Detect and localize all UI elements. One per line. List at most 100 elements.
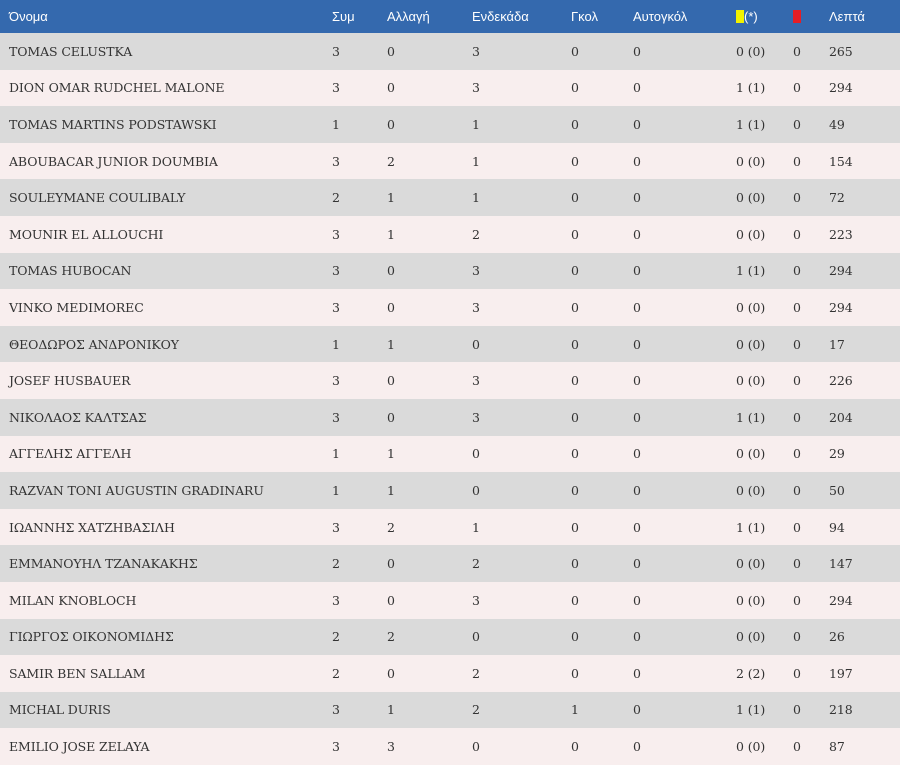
cell-name[interactable]: JOSEF HUSBAUER [9, 373, 131, 389]
cell-minutes: 294 [829, 263, 853, 279]
cell-name[interactable]: ΓΙΩΡΓΟΣ ΟΙΚΟΝΟΜΙΔΗΣ [9, 629, 174, 645]
cell-starting: 0 [472, 482, 480, 498]
table-row: ABOUBACAR JUNIOR DOUMBIA 3 2 1 0 0 0 (0) 0 154 [0, 142, 900, 180]
cell-goals: 0 [571, 482, 579, 498]
header-goals[interactable]: Γκολ [571, 9, 598, 24]
cell-appearances: 3 [332, 226, 340, 242]
header-name[interactable]: Όνομα [9, 9, 48, 24]
cell-red-cards: 0 [793, 409, 801, 425]
cell-minutes: 87 [829, 739, 845, 755]
cell-starting: 1 [472, 190, 480, 206]
cell-red-cards: 0 [793, 373, 801, 389]
cell-starting: 3 [472, 43, 480, 59]
cell-substitute: 3 [387, 739, 395, 755]
cell-yellow-cards: 0 (0) [736, 153, 766, 169]
cell-starting: 3 [472, 409, 480, 425]
cell-name[interactable]: SAMIR BEN SALLAM [9, 665, 146, 681]
cell-substitute: 1 [387, 336, 395, 352]
header-red-cards[interactable] [793, 0, 829, 33]
cell-name[interactable]: ΝΙΚΟΛΑΟΣ ΚΑΛΤΣΑΣ [9, 409, 147, 425]
cell-own-goals: 0 [633, 43, 641, 59]
cell-red-cards: 0 [793, 629, 801, 645]
cell-minutes: 147 [829, 556, 853, 572]
cell-name[interactable]: ΕΜΜΑΝΟΥΗΛ ΤΖΑΝΑΚΑΚΗΣ [9, 556, 198, 572]
cell-name[interactable]: ΑΓΓΕΛΗΣ ΑΓΓΕΛΗ [9, 446, 132, 462]
cell-own-goals: 0 [633, 263, 641, 279]
cell-appearances: 2 [332, 190, 340, 206]
cell-name[interactable]: VINKO MEDIMOREC [9, 299, 144, 315]
cell-name[interactable]: EMILIO JOSE ZELAYA [9, 739, 150, 755]
cell-yellow-cards: 0 (0) [736, 299, 766, 315]
cell-appearances: 3 [332, 592, 340, 608]
cell-own-goals: 0 [633, 373, 641, 389]
cell-minutes: 50 [829, 482, 845, 498]
header-appearances[interactable]: Συμ [332, 9, 355, 24]
cell-goals: 0 [571, 226, 579, 242]
header-starting[interactable]: Ενδεκάδα [472, 9, 529, 24]
cell-starting: 1 [472, 116, 480, 132]
cell-minutes: 204 [829, 409, 853, 425]
cell-substitute: 0 [387, 556, 395, 572]
cell-yellow-cards: 0 (0) [736, 190, 766, 206]
cell-yellow-cards: 1 (1) [736, 80, 766, 96]
cell-goals: 0 [571, 153, 579, 169]
cell-name[interactable]: DION OMAR RUDCHEL MALONE [9, 80, 225, 96]
cell-appearances: 3 [332, 43, 340, 59]
cell-starting: 1 [472, 153, 480, 169]
cell-name[interactable]: ΙΩΑΝΝΗΣ ΧΑΤΖΗΒΑΣΙΛΗ [9, 519, 175, 535]
cell-own-goals: 0 [633, 519, 641, 535]
cell-red-cards: 0 [793, 739, 801, 755]
table-row: DION OMAR RUDCHEL MALONE 3 0 3 0 0 1 (1) 0 294 [0, 69, 900, 107]
cell-substitute: 1 [387, 482, 395, 498]
cell-name[interactable]: SOULEYMANE COULIBALY [9, 190, 186, 206]
header-substitute[interactable]: Αλλαγή [387, 9, 430, 24]
cell-red-cards: 0 [793, 336, 801, 352]
cell-starting: 0 [472, 446, 480, 462]
cell-red-cards: 0 [793, 702, 801, 718]
cell-name[interactable]: ABOUBACAR JUNIOR DOUMBIA [9, 153, 218, 169]
cell-goals: 0 [571, 336, 579, 352]
cell-substitute: 2 [387, 519, 395, 535]
cell-substitute: 1 [387, 226, 395, 242]
cell-name[interactable]: ΘΕΟΔΩΡΟΣ ΑΝΔΡΟΝΙΚΟΥ [9, 336, 179, 352]
header-yellow-cards[interactable]: (*) [736, 0, 793, 33]
cell-goals: 0 [571, 43, 579, 59]
cell-starting: 3 [472, 592, 480, 608]
cell-substitute: 0 [387, 373, 395, 389]
table-row: ΝΙΚΟΛΑΟΣ ΚΑΛΤΣΑΣ 3 0 3 0 0 1 (1) 0 204 [0, 398, 900, 436]
cell-goals: 0 [571, 373, 579, 389]
cell-minutes: 72 [829, 190, 845, 206]
cell-red-cards: 0 [793, 556, 801, 572]
cell-yellow-cards: 1 (1) [736, 263, 766, 279]
table-row: MILAN KNOBLOCH 3 0 3 0 0 0 (0) 0 294 [0, 581, 900, 619]
cell-starting: 3 [472, 263, 480, 279]
cell-name[interactable]: TOMAS HUBOCAN [9, 263, 132, 279]
cell-name[interactable]: MICHAL DURIS [9, 702, 111, 718]
cell-own-goals: 0 [633, 592, 641, 608]
cell-goals: 0 [571, 556, 579, 572]
cell-red-cards: 0 [793, 80, 801, 96]
header-minutes[interactable]: Λεπτά [829, 9, 865, 24]
cell-yellow-cards: 1 (1) [736, 702, 766, 718]
cell-substitute: 0 [387, 409, 395, 425]
cell-yellow-cards: 0 (0) [736, 556, 766, 572]
header-own-goals[interactable]: Αυτογκόλ [633, 9, 688, 24]
cell-name[interactable]: MILAN KNOBLOCH [9, 592, 137, 608]
table-row: SAMIR BEN SALLAM 2 0 2 0 0 2 (2) 0 197 [0, 655, 900, 692]
cell-appearances: 3 [332, 702, 340, 718]
table-row: ΕΜΜΑΝΟΥΗΛ ΤΖΑΝΑΚΑΚΗΣ 2 0 2 0 0 0 (0) 0 147 [0, 545, 900, 582]
cell-goals: 0 [571, 263, 579, 279]
cell-starting: 0 [472, 739, 480, 755]
cell-name[interactable]: TOMAS MARTINS PODSTAWSKI [9, 116, 217, 132]
cell-minutes: 94 [829, 519, 845, 535]
cell-name[interactable]: TOMAS CELUSTKA [9, 43, 133, 59]
cell-own-goals: 0 [633, 702, 641, 718]
cell-goals: 0 [571, 739, 579, 755]
cell-starting: 0 [472, 336, 480, 352]
cell-own-goals: 0 [633, 336, 641, 352]
cell-name[interactable]: MOUNIR EL ALLOUCHI [9, 226, 164, 242]
cell-red-cards: 0 [793, 116, 801, 132]
cell-name[interactable]: RAZVAN TONI AUGUSTIN GRADINARU [9, 482, 264, 498]
cell-substitute: 1 [387, 190, 395, 206]
cell-red-cards: 0 [793, 263, 801, 279]
